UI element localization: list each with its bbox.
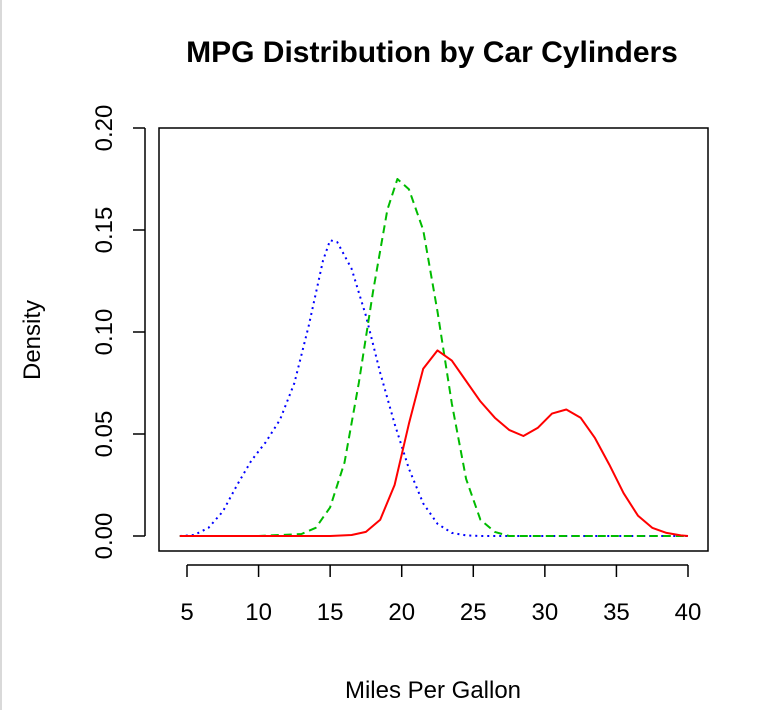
x-tick-label: 20 xyxy=(388,599,415,626)
x-tick-label: 10 xyxy=(245,599,272,626)
y-axis-label: Density xyxy=(19,300,46,380)
plot-frame xyxy=(158,127,709,552)
series-line-dashed xyxy=(179,178,688,537)
x-tick-label: 30 xyxy=(532,599,559,626)
y-tick-label: 0.05 xyxy=(91,411,118,458)
left-border xyxy=(0,0,2,710)
series-line-solid xyxy=(179,349,689,537)
y-tick-label: 0.00 xyxy=(91,513,118,560)
x-tick-label: 40 xyxy=(675,599,702,626)
x-tick-label: 25 xyxy=(460,599,487,626)
y-axis: 0.00 0.05 0.10 0.15 0.20 xyxy=(91,105,146,560)
series-line-dotted xyxy=(179,239,688,537)
x-tick-label: 35 xyxy=(603,599,630,626)
x-axis-label: Miles Per Gallon xyxy=(345,677,521,704)
x-tick-label: 5 xyxy=(180,599,193,626)
x-tick-label: 15 xyxy=(317,599,344,626)
y-tick-label: 0.15 xyxy=(91,207,118,254)
chart-title: MPG Distribution by Car Cylinders xyxy=(186,36,678,69)
y-tick-label: 0.20 xyxy=(91,105,118,152)
series-layer xyxy=(179,178,689,537)
x-axis: 5 10 15 20 25 30 35 40 xyxy=(180,564,702,626)
y-tick-label: 0.10 xyxy=(91,309,118,356)
